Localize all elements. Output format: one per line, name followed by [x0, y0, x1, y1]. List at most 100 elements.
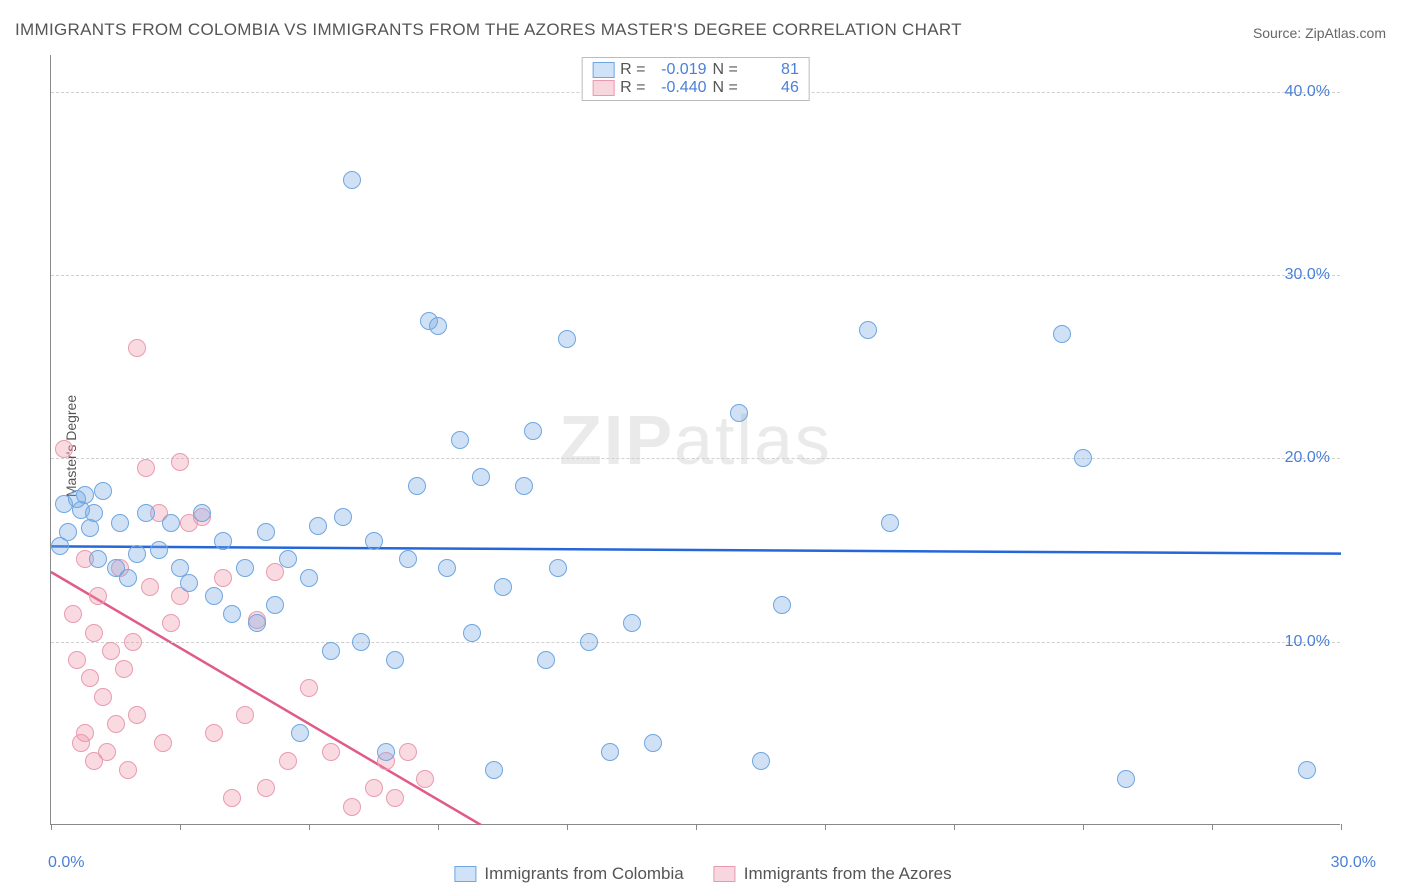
point-azores [257, 779, 275, 797]
point-colombia [85, 504, 103, 522]
point-azores [64, 605, 82, 623]
point-azores [55, 440, 73, 458]
point-azores [76, 724, 94, 742]
point-colombia [76, 486, 94, 504]
point-colombia [601, 743, 619, 761]
series-legend: Immigrants from Colombia Immigrants from… [454, 864, 951, 884]
legend-label-azores: Immigrants from the Azores [744, 864, 952, 884]
point-azores [214, 569, 232, 587]
point-azores [171, 453, 189, 471]
n-label: N = [713, 61, 738, 79]
point-colombia [137, 504, 155, 522]
point-colombia [859, 321, 877, 339]
swatch-azores-icon [714, 866, 736, 882]
point-colombia [429, 317, 447, 335]
swatch-azores [592, 80, 614, 96]
point-azores [300, 679, 318, 697]
point-colombia [352, 633, 370, 651]
r-label: R = [620, 61, 645, 79]
x-tick [1212, 824, 1213, 830]
point-colombia [485, 761, 503, 779]
point-colombia [119, 569, 137, 587]
y-tick-label: 30.0% [1285, 266, 1330, 284]
point-azores [223, 789, 241, 807]
correlation-legend: R = -0.019 N = 81 R = -0.440 N = 46 [581, 57, 810, 101]
point-colombia [89, 550, 107, 568]
point-colombia [524, 422, 542, 440]
source-attribution: Source: ZipAtlas.com [1253, 25, 1386, 41]
point-colombia [549, 559, 567, 577]
point-azores [137, 459, 155, 477]
r-label: R = [620, 79, 645, 97]
point-azores [205, 724, 223, 742]
point-azores [279, 752, 297, 770]
point-azores [128, 706, 146, 724]
point-azores [343, 798, 361, 816]
legend-label-colombia: Immigrants from Colombia [484, 864, 683, 884]
point-colombia [408, 477, 426, 495]
point-colombia [365, 532, 383, 550]
point-colombia [730, 404, 748, 422]
legend-item-azores: Immigrants from the Azores [714, 864, 952, 884]
x-tick [180, 824, 181, 830]
x-tick [954, 824, 955, 830]
point-colombia [1298, 761, 1316, 779]
chart-title: IMMIGRANTS FROM COLOMBIA VS IMMIGRANTS F… [15, 20, 962, 40]
watermark-light: atlas [674, 401, 832, 479]
point-azores [365, 779, 383, 797]
point-colombia [180, 574, 198, 592]
x-tick [438, 824, 439, 830]
point-azores [107, 715, 125, 733]
point-azores [89, 587, 107, 605]
n-value-colombia: 81 [744, 61, 799, 79]
r-value-azores: -0.440 [652, 79, 707, 97]
point-colombia [128, 545, 146, 563]
point-azores [102, 642, 120, 660]
point-colombia [94, 482, 112, 500]
point-colombia [451, 431, 469, 449]
point-colombia [343, 171, 361, 189]
x-tick-0: 0.0% [48, 854, 84, 872]
point-colombia [248, 614, 266, 632]
point-azores [124, 633, 142, 651]
y-tick-label: 40.0% [1285, 83, 1330, 101]
point-colombia [291, 724, 309, 742]
swatch-colombia [592, 62, 614, 78]
point-colombia [515, 477, 533, 495]
point-colombia [399, 550, 417, 568]
point-colombia [773, 596, 791, 614]
point-azores [399, 743, 417, 761]
point-colombia [111, 514, 129, 532]
point-colombia [214, 532, 232, 550]
point-colombia [223, 605, 241, 623]
point-colombia [334, 508, 352, 526]
gridline [51, 642, 1340, 643]
point-colombia [309, 517, 327, 535]
point-azores [141, 578, 159, 596]
legend-row-azores: R = -0.440 N = 46 [592, 79, 799, 97]
legend-item-colombia: Immigrants from Colombia [454, 864, 683, 884]
point-colombia [205, 587, 223, 605]
watermark: ZIPatlas [559, 400, 832, 480]
point-colombia [438, 559, 456, 577]
point-azores [386, 789, 404, 807]
point-colombia [59, 523, 77, 541]
point-colombia [257, 523, 275, 541]
r-value-colombia: -0.019 [652, 61, 707, 79]
point-colombia [193, 504, 211, 522]
point-colombia [623, 614, 641, 632]
point-colombia [266, 596, 284, 614]
point-azores [81, 669, 99, 687]
legend-row-colombia: R = -0.019 N = 81 [592, 61, 799, 79]
x-tick [1341, 824, 1342, 830]
point-azores [94, 688, 112, 706]
point-azores [85, 624, 103, 642]
point-colombia [150, 541, 168, 559]
point-colombia [1053, 325, 1071, 343]
point-azores [236, 706, 254, 724]
point-colombia [494, 578, 512, 596]
point-colombia [279, 550, 297, 568]
gridline [51, 275, 1340, 276]
point-azores [119, 761, 137, 779]
point-colombia [322, 642, 340, 660]
